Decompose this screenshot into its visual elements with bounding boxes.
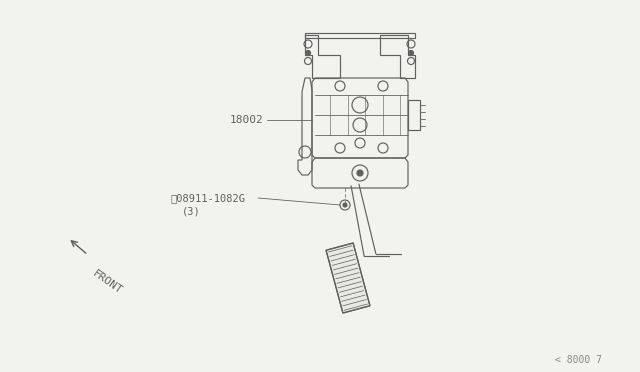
Circle shape: [357, 170, 363, 176]
Text: 18002: 18002: [230, 115, 264, 125]
Circle shape: [343, 203, 347, 207]
Text: < 8000 7: < 8000 7: [555, 355, 602, 365]
Text: ⓝ08911-1082G: ⓝ08911-1082G: [170, 193, 245, 203]
Text: FRONT: FRONT: [91, 268, 124, 295]
Circle shape: [305, 51, 310, 55]
Polygon shape: [326, 243, 370, 313]
Text: (3): (3): [182, 206, 201, 216]
Circle shape: [408, 51, 413, 55]
